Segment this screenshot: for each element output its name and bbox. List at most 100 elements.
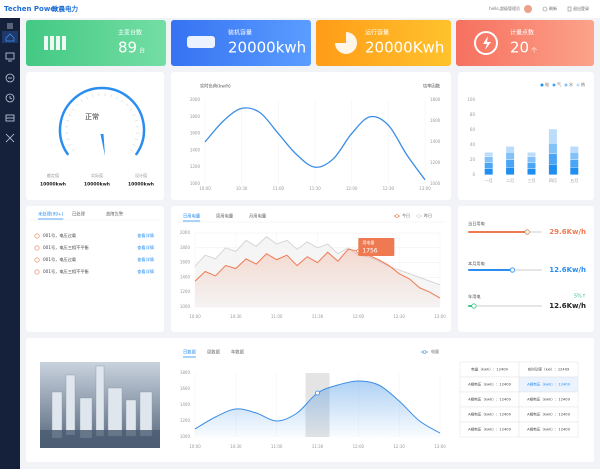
y-tick-label: 1400: [180, 402, 191, 407]
legend-label: 今日: [402, 212, 410, 218]
tab[interactable]: 周数据: [207, 349, 221, 356]
y-tick-label: 1200: [180, 418, 191, 423]
gauge-status: 正常: [85, 112, 99, 121]
bar: [549, 144, 557, 154]
x-tick-label: 12:00: [353, 314, 365, 319]
refresh[interactable]: 刷新: [549, 5, 557, 11]
bar: [549, 154, 557, 164]
progress-bar: [468, 269, 512, 271]
x-tick-label: 11:30: [309, 186, 321, 191]
hover-point: [316, 391, 320, 395]
tab[interactable]: 日用电量: [183, 213, 201, 220]
y-tick-label: 2000: [190, 97, 201, 102]
tab[interactable]: 未处理(99+): [38, 211, 64, 218]
y-tick-label: 1600: [180, 260, 191, 265]
x-tick-label: 五月: [570, 178, 578, 183]
logo: Techen Power: [4, 5, 59, 13]
table-text: A相电压（kwh）：12409: [468, 382, 511, 387]
legend-swatch: [396, 215, 399, 218]
kpi-value: 20000kwh: [228, 39, 306, 57]
y-tick-label: 80: [470, 112, 476, 117]
progress-knob: [525, 230, 529, 234]
x-tick-label: 12:00: [346, 186, 358, 191]
gauge-item-value: 10000kwh: [128, 182, 154, 188]
legend-label: 昨日: [424, 212, 432, 218]
kpi-value: 20000Kwh: [365, 39, 444, 57]
tooltip-value: 1756: [362, 248, 377, 255]
y-tick-label: 1200: [180, 289, 191, 294]
gauge-item-label: 额定值: [47, 172, 59, 178]
y-tick-label: 20: [470, 157, 476, 162]
bar: [570, 147, 578, 153]
x-tick-label: 10:30: [230, 314, 242, 319]
progress-value: 29.6Kw/h: [549, 228, 586, 236]
alarm-text: 001号，电压过载: [43, 256, 77, 263]
tab[interactable]: 年数据: [231, 349, 245, 356]
alarm-action[interactable]: 查看详情: [137, 268, 154, 275]
bar: [485, 153, 493, 157]
building: [108, 388, 122, 436]
y-tick-label: 1400: [180, 274, 191, 279]
x-tick-label: 10:30: [236, 186, 248, 191]
x-tick-label: 四月: [549, 178, 557, 183]
legend-swatch: [423, 351, 426, 354]
avatar: [524, 5, 532, 13]
x-tick-label: 11:00: [271, 444, 283, 449]
gauge-item-value: 10000kwh: [40, 182, 66, 188]
kpi-label: 装机容量: [228, 29, 252, 37]
gauge-item-label: 设计值: [135, 172, 147, 178]
alarm-action[interactable]: 查看详情: [137, 256, 154, 263]
y-tick-label: 1200: [430, 160, 441, 165]
progress-value: 12.6Kw/h: [549, 302, 586, 310]
building: [66, 375, 75, 435]
tooltip-label: 用电量: [362, 239, 374, 245]
tab[interactable]: 故障告警: [106, 211, 124, 218]
bar: [485, 157, 493, 163]
progress-change: 5%↑: [574, 294, 586, 300]
bar: [506, 147, 514, 153]
x-tick-label: 10:30: [230, 444, 242, 449]
tab[interactable]: 月用电量: [249, 213, 267, 220]
x-tick-label: 10:00: [189, 314, 201, 319]
kpi-value: 89: [118, 39, 137, 57]
gauge-item-label: 实际值: [91, 172, 103, 178]
tab[interactable]: 周用电量: [216, 213, 234, 220]
y-tick-label: 1600: [180, 386, 191, 391]
y-tick-label: 1800: [190, 114, 201, 119]
x-tick-label: 13:00: [434, 314, 446, 319]
logout[interactable]: 退出登录: [573, 5, 589, 11]
bar: [570, 160, 578, 167]
kpi-icon: [56, 36, 60, 50]
kpi-unit: 台: [139, 47, 145, 55]
kpi-label: 主变台数: [118, 29, 142, 37]
x-tick-label: 二月: [506, 178, 514, 183]
y-tick-label: 1000: [180, 434, 191, 439]
card: [171, 72, 451, 200]
tab[interactable]: 日数据: [183, 349, 197, 356]
legend-swatch: [553, 84, 556, 87]
gauge-item-value: 10000kwh: [84, 182, 110, 188]
building: [140, 392, 152, 436]
kpi-unit: 个: [531, 48, 537, 55]
legend-label: 水: [569, 81, 573, 87]
user-name: hello,超级管理员: [489, 5, 520, 11]
x-tick-label: 11:00: [273, 186, 285, 191]
y-tick-label: 1600: [190, 131, 201, 136]
x-tick-label: 三月: [528, 178, 536, 183]
progress-bar: [468, 231, 527, 233]
legend-swatch: [565, 84, 568, 87]
y-tick-label: 1400: [190, 147, 201, 152]
y-tick-label: 2000: [180, 230, 191, 235]
bar: [528, 169, 536, 175]
y-tick-label: 1400: [430, 139, 441, 144]
bar: [528, 163, 536, 169]
axis-label: 功率因数: [423, 83, 441, 90]
alarm-text: 001号，电压三相不平衡: [43, 244, 89, 251]
tab[interactable]: 已处理: [72, 211, 86, 218]
bar: [485, 169, 493, 175]
alarm-action[interactable]: 查看详情: [137, 232, 154, 239]
alarm-action[interactable]: 查看详情: [137, 244, 154, 251]
bar: [570, 153, 578, 160]
kpi-icon: [44, 36, 48, 50]
x-tick-label: 12:30: [393, 444, 405, 449]
